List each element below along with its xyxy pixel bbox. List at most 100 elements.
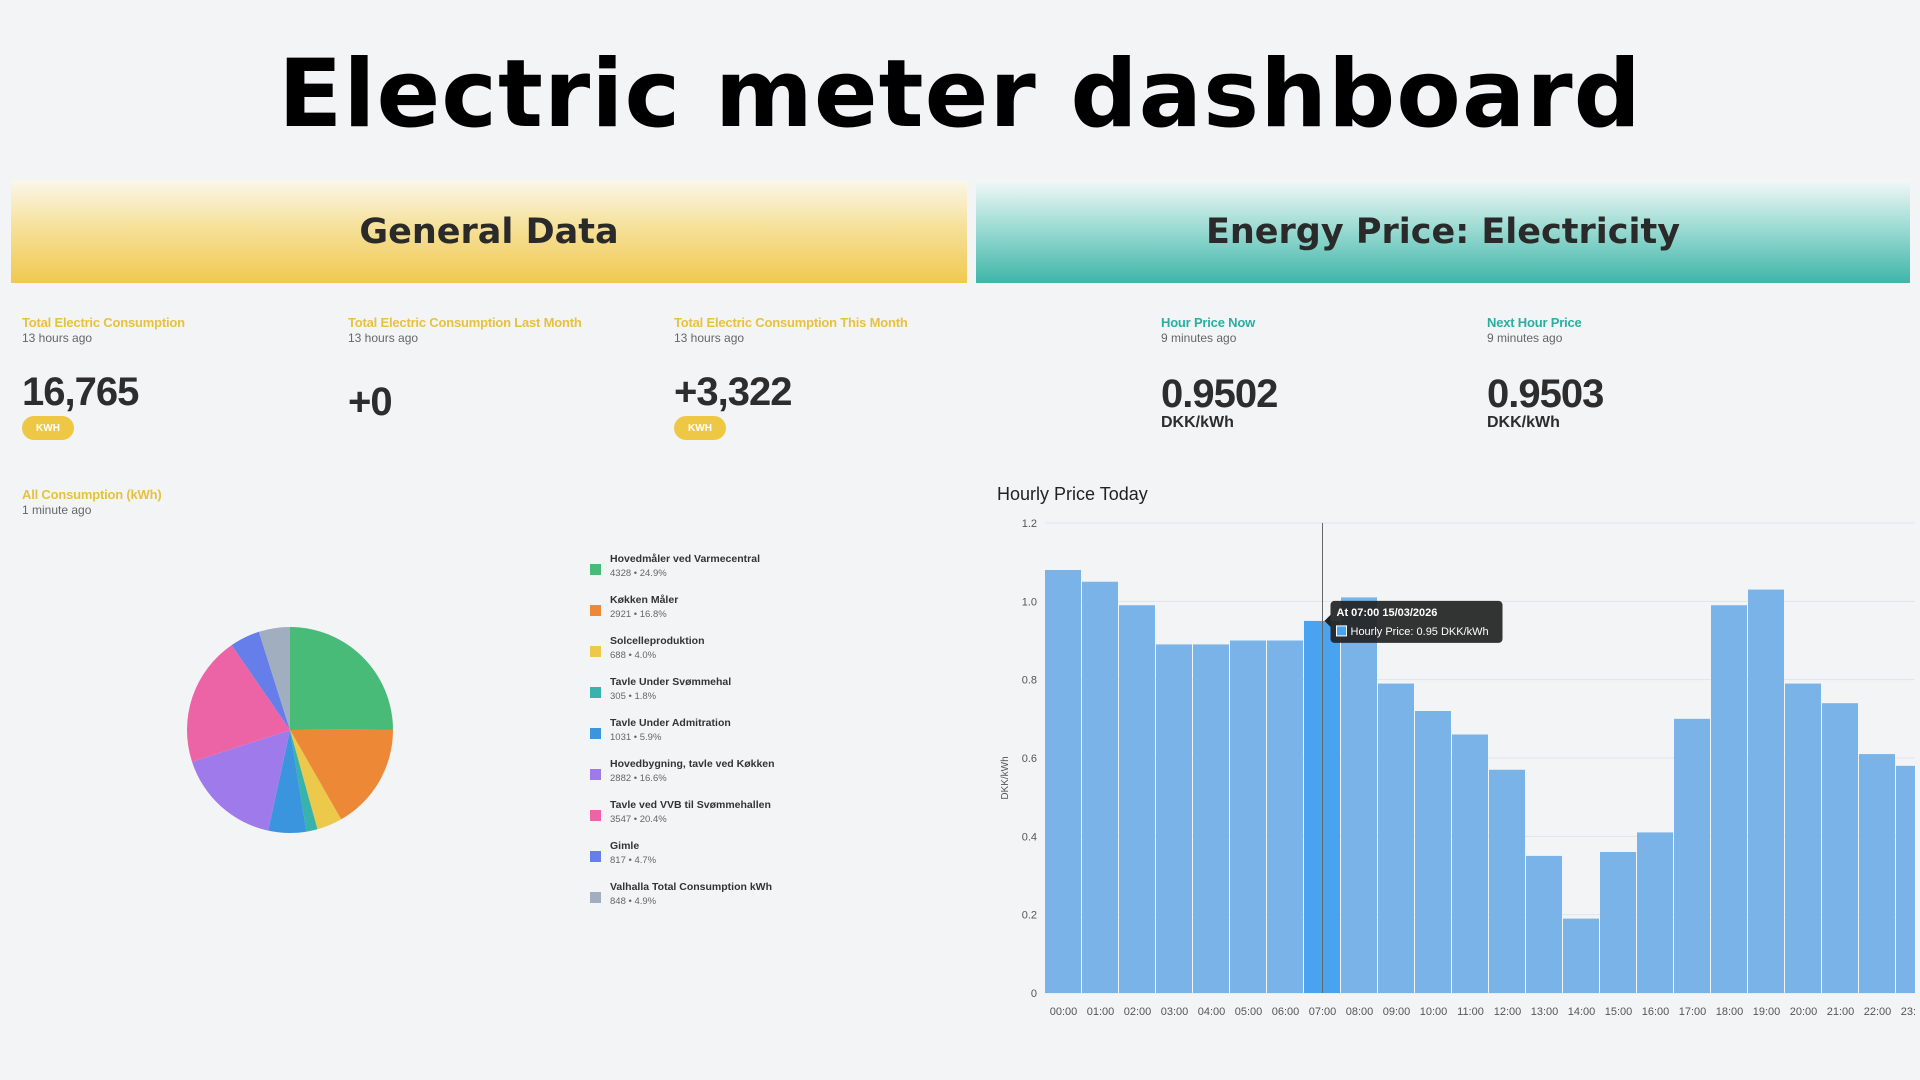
price-bar[interactable] — [1230, 640, 1266, 994]
pie-slice[interactable] — [290, 627, 393, 730]
price-bar[interactable] — [1267, 640, 1303, 994]
hourly-price-bar-chart[interactable]: 0 0.2 0.4 0.6 0.8 1.0 1.2 DKK/kWh 00:00 01:00 02:0… — [990, 505, 1915, 1025]
tooltip-swatch — [1336, 625, 1347, 637]
x-tick-label: 05:00 — [1235, 1006, 1263, 1018]
y-tick-label: 0.6 — [1022, 753, 1037, 765]
x-tick-label: 02:00 — [1124, 1006, 1152, 1018]
price-bar[interactable] — [1452, 734, 1488, 994]
next-hour-price-card[interactable]: Next Hour Price 9 minutes ago 0.9503 DKK… — [1487, 315, 1604, 431]
stat-value: 0.9503 — [1487, 372, 1604, 416]
unit-badge: KWH — [22, 416, 74, 440]
x-tick-label: 18:00 — [1716, 1006, 1744, 1018]
price-bar[interactable] — [1600, 852, 1636, 993]
price-bar[interactable] — [1378, 683, 1414, 993]
legend-detail: 4328 • 24.9% — [610, 568, 667, 579]
price-bar[interactable] — [1156, 644, 1192, 993]
price-bar[interactable] — [1045, 570, 1081, 993]
legend-detail: 2921 • 16.8% — [610, 609, 667, 620]
x-tick-label: 15:00 — [1605, 1006, 1633, 1018]
price-bar[interactable] — [1193, 644, 1229, 993]
stat-unit: DKK/kWh — [1487, 414, 1560, 431]
price-bar[interactable] — [1526, 855, 1562, 993]
price-bar[interactable] — [1822, 703, 1858, 993]
legend-label: Valhalla Total Consumption kWh — [610, 881, 772, 893]
x-tick-label: 00:00 — [1050, 1006, 1078, 1018]
x-tick-label: 22:00 — [1864, 1006, 1892, 1018]
stat-time: 1 minute ago — [22, 503, 92, 517]
this-month-consumption-card[interactable]: Total Electric Consumption This Month 13… — [674, 315, 908, 440]
legend-detail: 848 • 4.9% — [610, 896, 657, 907]
x-tick-label: 23:00 — [1901, 1006, 1915, 1018]
last-month-consumption-card[interactable]: Total Electric Consumption Last Month 13… — [348, 315, 582, 424]
all-consumption-header: All Consumption (kWh) 1 minute ago — [22, 487, 162, 517]
price-bar[interactable] — [1563, 918, 1599, 993]
tooltip-background — [1330, 600, 1503, 643]
stat-label: Total Electric Consumption — [22, 315, 185, 330]
y-tick-label: 0.4 — [1022, 831, 1037, 843]
price-bar[interactable] — [1711, 605, 1747, 993]
legend-swatch — [590, 769, 601, 780]
legend-label: Solcelleproduktion — [610, 635, 705, 647]
price-bar[interactable] — [1082, 581, 1118, 993]
pie-slice[interactable] — [187, 645, 290, 762]
stat-time: 9 minutes ago — [1487, 331, 1563, 345]
y-axis-label: DKK/kWh — [1000, 756, 1011, 799]
legend-detail: 817 • 4.7% — [610, 855, 657, 866]
pie-slice[interactable] — [268, 730, 307, 833]
general-data-header: General Data — [11, 180, 967, 283]
legend-label: Tavle Under Admitration — [610, 717, 731, 729]
x-tick-label: 11:00 — [1457, 1006, 1484, 1018]
price-bar[interactable] — [1415, 711, 1451, 993]
legend-swatch — [590, 564, 601, 575]
stat-label: Total Electric Consumption Last Month — [348, 315, 582, 330]
consumption-pie-chart[interactable] — [180, 620, 400, 840]
price-bar[interactable] — [1785, 683, 1821, 993]
chart-tooltip: At 07:00 15/03/2026 Hourly Price: 0.95 DK… — [1324, 600, 1503, 643]
legend-label: Køkken Måler — [610, 594, 679, 606]
legend-detail: 1031 • 5.9% — [610, 732, 662, 743]
x-tick-label: 20:00 — [1790, 1006, 1818, 1018]
pie-slice[interactable] — [290, 730, 318, 832]
total-consumption-card[interactable]: Total Electric Consumption 13 hours ago … — [22, 315, 185, 440]
pie-slice[interactable] — [258, 627, 290, 730]
stat-value: 0.9502 — [1161, 372, 1278, 416]
x-tick-label: 07:00 — [1309, 1006, 1337, 1018]
legend-swatch — [590, 728, 601, 739]
stat-label: All Consumption (kWh) — [22, 487, 162, 502]
legend-detail: 3547 • 20.4% — [610, 814, 667, 825]
x-tick-label: 08:00 — [1346, 1006, 1374, 1018]
price-bar[interactable] — [1341, 597, 1377, 993]
price-bar[interactable] — [1489, 769, 1525, 993]
price-bar[interactable] — [1859, 754, 1895, 993]
pie-slice[interactable] — [231, 631, 290, 730]
stat-value: 16,765 — [22, 370, 139, 414]
y-tick-label: 0.8 — [1022, 675, 1037, 687]
y-tick-label: 1.2 — [1022, 518, 1037, 530]
stat-unit: DKK/kWh — [1161, 414, 1234, 431]
legend-swatch — [590, 892, 601, 903]
tooltip-text: Hourly Price: 0.95 DKK/kWh — [1351, 626, 1489, 638]
pie-slice[interactable] — [290, 730, 342, 830]
legend-label: Hovedmåler ved Varmecentral — [610, 553, 760, 565]
price-bar[interactable] — [1119, 605, 1155, 993]
stat-time: 9 minutes ago — [1161, 331, 1237, 345]
x-tick-label: 06:00 — [1272, 1006, 1300, 1018]
y-tick-label: 0.2 — [1022, 910, 1037, 922]
legend-label: Tavle Under Svømmehal — [610, 676, 732, 688]
price-bar[interactable] — [1637, 832, 1673, 993]
legend-detail: 2882 • 16.6% — [610, 773, 667, 784]
pie-slice[interactable] — [192, 730, 290, 831]
hour-price-now-card[interactable]: Hour Price Now 9 minutes ago 0.9502 DKK/… — [1161, 315, 1278, 431]
y-tick-label: 1.0 — [1022, 596, 1037, 608]
price-bar[interactable] — [1748, 589, 1784, 993]
x-tick-label: 09:00 — [1383, 1006, 1411, 1018]
y-tick-label: 0 — [1031, 988, 1037, 1000]
x-tick-label: 14:00 — [1568, 1006, 1596, 1018]
x-tick-label: 10:00 — [1420, 1006, 1448, 1018]
pie-slice[interactable] — [290, 729, 393, 820]
hourly-price-chart-title: Hourly Price Today — [997, 484, 1148, 504]
price-bar[interactable] — [1896, 765, 1915, 993]
x-tick-label: 21:00 — [1827, 1006, 1855, 1018]
price-bar[interactable] — [1674, 718, 1710, 993]
x-tick-label: 16:00 — [1642, 1006, 1670, 1018]
